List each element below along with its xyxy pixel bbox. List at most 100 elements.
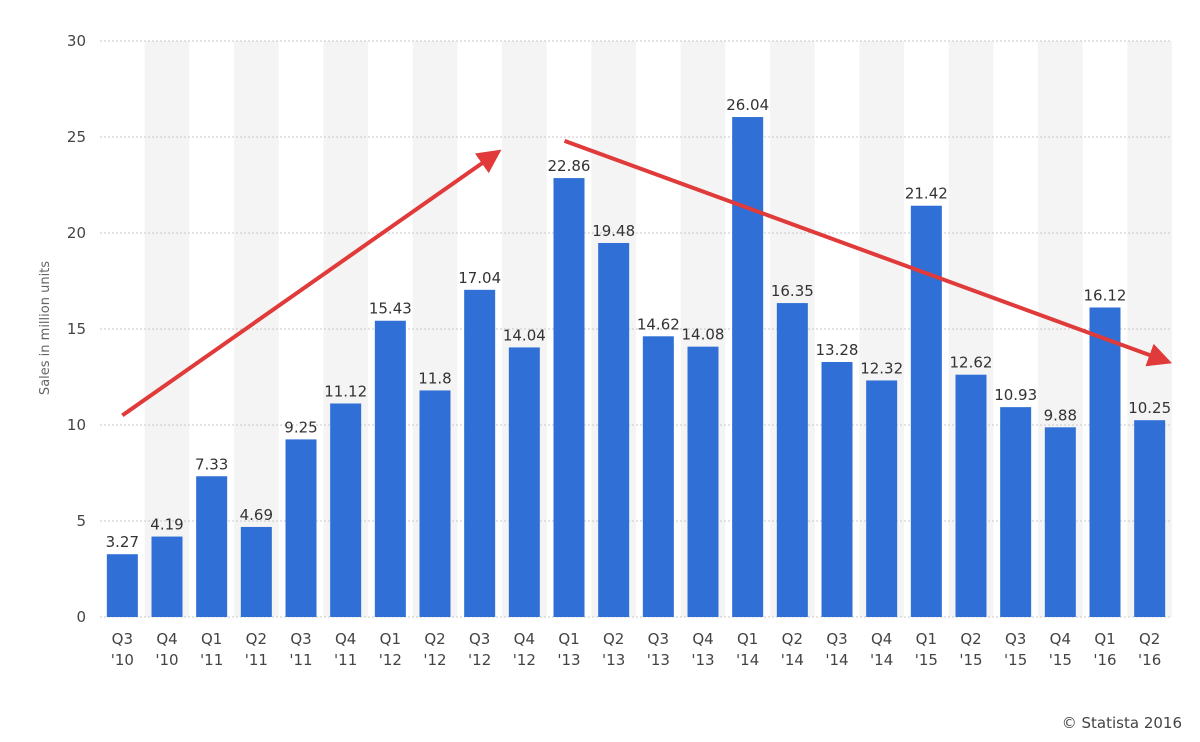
bar — [1089, 307, 1121, 617]
value-label: 3.27 — [106, 533, 139, 551]
bar — [821, 362, 853, 617]
x-tick-label-quarter: Q1 — [737, 630, 758, 648]
bar — [151, 536, 183, 617]
value-label: 26.04 — [726, 96, 769, 114]
bar — [240, 526, 272, 617]
bar — [866, 380, 898, 617]
bar — [598, 242, 630, 617]
x-tick-label-year: '14 — [825, 651, 848, 669]
x-tick-label-year: '15 — [1004, 651, 1027, 669]
x-tick-label-year: '15 — [959, 651, 982, 669]
bar — [464, 289, 496, 617]
x-tick-label-quarter: Q2 — [246, 630, 267, 648]
trend-arrow — [121, 149, 502, 418]
bar — [196, 476, 228, 617]
x-tick-label-year: '15 — [915, 651, 938, 669]
x-tick-label-year: '14 — [870, 651, 893, 669]
x-tick-label-year: '13 — [557, 651, 580, 669]
x-tick-label-year: '11 — [289, 651, 312, 669]
x-tick-label-quarter: Q1 — [380, 630, 401, 648]
y-tick-label: 25 — [67, 128, 86, 146]
bar — [642, 336, 674, 617]
x-tick-label-quarter: Q1 — [1094, 630, 1115, 648]
value-label: 19.48 — [592, 222, 635, 240]
x-tick-label-quarter: Q4 — [335, 630, 356, 648]
bar — [1134, 420, 1166, 617]
x-axis: Q3 '10 Q4 '10 Q1 '11 Q2 '11 Q3 '11 Q4 '11 Q1 '12 Q2 '12… — [111, 630, 1162, 669]
bar — [330, 403, 362, 617]
x-tick-label-quarter: Q1 — [558, 630, 579, 648]
bar — [106, 554, 138, 617]
gridlines — [100, 40, 1172, 618]
bar — [1044, 427, 1076, 617]
x-tick-label-quarter: Q1 — [201, 630, 222, 648]
x-tick-label-year: '11 — [200, 651, 223, 669]
x-tick-label-year: '10 — [155, 651, 178, 669]
value-label: 12.62 — [950, 354, 993, 372]
value-label: 4.69 — [240, 506, 273, 524]
x-tick-label-quarter: Q3 — [469, 630, 490, 648]
x-tick-label-year: '12 — [423, 651, 446, 669]
source-credit: © Statista 2016 — [1061, 714, 1182, 732]
value-label: 4.19 — [150, 516, 183, 534]
bar — [1000, 407, 1032, 617]
value-label: 9.25 — [284, 418, 317, 436]
x-tick-label-year: '14 — [736, 651, 759, 669]
value-label: 11.8 — [418, 369, 451, 387]
bar — [687, 346, 719, 617]
x-tick-label-quarter: Q2 — [424, 630, 445, 648]
x-tick-label-quarter: Q2 — [960, 630, 981, 648]
x-tick-label-quarter: Q4 — [156, 630, 177, 648]
x-tick-label-year: '13 — [647, 651, 670, 669]
bar — [419, 390, 451, 617]
x-tick-label-year: '11 — [245, 651, 268, 669]
y-tick-label: 30 — [67, 32, 86, 50]
x-tick-label-year: '10 — [111, 651, 134, 669]
value-label: 10.93 — [994, 386, 1037, 404]
x-tick-label-year: '14 — [781, 651, 804, 669]
y-tick-label: 10 — [67, 416, 86, 434]
value-label: 14.04 — [503, 326, 546, 344]
x-tick-label-quarter: Q3 — [648, 630, 669, 648]
bar — [508, 347, 540, 617]
value-label: 16.12 — [1084, 286, 1127, 304]
x-tick-label-quarter: Q2 — [782, 630, 803, 648]
y-tick-label: 5 — [76, 512, 86, 530]
value-label: 11.12 — [324, 382, 367, 400]
x-tick-label-quarter: Q4 — [692, 630, 713, 648]
x-tick-label-quarter: Q3 — [290, 630, 311, 648]
x-tick-label-year: '15 — [1049, 651, 1072, 669]
y-tick-label: 15 — [67, 320, 86, 338]
trend-arrow — [563, 138, 1173, 367]
value-label: 12.32 — [860, 359, 903, 377]
x-tick-label-year: '16 — [1138, 651, 1161, 669]
bar — [553, 178, 585, 617]
x-tick-label-year: '12 — [468, 651, 491, 669]
y-tick-label: 20 — [67, 224, 86, 242]
x-tick-label-year: '13 — [691, 651, 714, 669]
value-label: 16.35 — [771, 282, 814, 300]
x-tick-label-year: '13 — [602, 651, 625, 669]
y-tick-label: 0 — [76, 608, 86, 626]
value-label: 7.33 — [195, 455, 228, 473]
x-tick-label-year: '12 — [513, 651, 536, 669]
value-label: 17.04 — [458, 269, 501, 287]
value-labels: 3.27 4.19 7.33 4.69 9.25 11.12 15.43 11.8 17.04 1… — [106, 96, 1172, 551]
value-label: 9.88 — [1044, 406, 1077, 424]
x-tick-label-year: '11 — [334, 651, 357, 669]
x-tick-label-quarter: Q1 — [916, 630, 937, 648]
bar — [955, 374, 987, 617]
x-tick-label-quarter: Q3 — [826, 630, 847, 648]
bar — [285, 439, 317, 617]
value-label: 22.86 — [548, 157, 591, 175]
bar — [776, 303, 808, 617]
bar — [732, 117, 764, 618]
x-tick-label-year: '12 — [379, 651, 402, 669]
x-tick-label-quarter: Q3 — [112, 630, 133, 648]
value-label: 10.25 — [1128, 399, 1171, 417]
bar — [374, 320, 406, 617]
x-tick-label-quarter: Q2 — [1139, 630, 1160, 648]
value-label: 14.62 — [637, 315, 680, 333]
bars — [106, 117, 1166, 618]
